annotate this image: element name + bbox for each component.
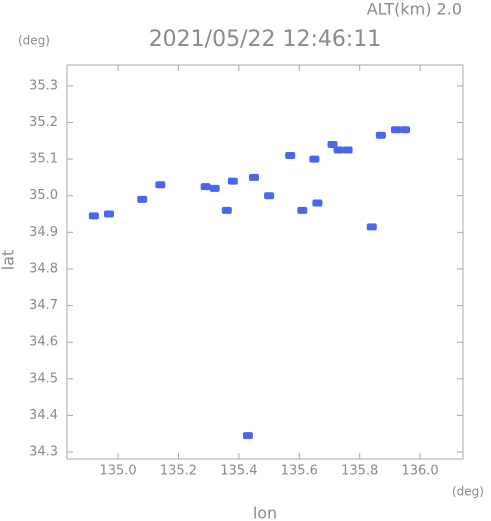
- echo: [400, 126, 411, 134]
- y-tick-label: 34.4: [29, 408, 58, 423]
- y-tick-label: 35.2: [29, 115, 58, 130]
- echo: [103, 210, 114, 218]
- echo: [342, 146, 353, 154]
- chart-title: 2021/05/22 12:46:11: [149, 27, 382, 52]
- echo: [285, 151, 296, 159]
- echo: [209, 184, 220, 192]
- echo: [366, 223, 377, 231]
- y-axis-label: lat: [0, 250, 18, 271]
- echo: [242, 432, 253, 440]
- echo: [88, 212, 99, 220]
- echo: [200, 183, 211, 191]
- x-tick-label: 136.0: [401, 464, 438, 479]
- echo: [248, 173, 259, 181]
- y-tick-label: 34.5: [29, 371, 58, 386]
- echo: [221, 206, 232, 214]
- echo: [137, 195, 148, 203]
- x-tick-label: 135.4: [220, 464, 257, 479]
- y-tick-label: 34.9: [29, 225, 58, 240]
- echo: [333, 146, 344, 154]
- echo: [309, 155, 320, 163]
- echo: [297, 206, 308, 214]
- y-tick-label: 35.3: [29, 78, 58, 93]
- x-tick-label: 135.0: [99, 464, 136, 479]
- y-tick-label: 34.8: [29, 261, 58, 276]
- y-tick-label: 35.0: [29, 188, 58, 203]
- echo: [375, 131, 386, 139]
- echo: [327, 140, 338, 148]
- x-tick-label: 135.6: [281, 464, 318, 479]
- echo: [227, 177, 238, 185]
- x-unit: (deg): [452, 485, 484, 499]
- echo: [390, 126, 401, 134]
- x-tick-label: 135.2: [160, 464, 197, 479]
- y-tick-label: 34.6: [29, 335, 58, 350]
- y-tick-label: 34.7: [29, 298, 58, 313]
- plot-frame: [66, 64, 464, 460]
- chart-subtitle: ALT(km) 2.0: [367, 0, 462, 19]
- y-tick-label: 34.3: [29, 445, 58, 460]
- echo: [312, 199, 323, 207]
- echo: [155, 181, 166, 189]
- x-tick-label: 135.8: [341, 464, 378, 479]
- y-tick-label: 35.1: [29, 152, 58, 167]
- x-axis-label: lon: [253, 504, 277, 521]
- echo: [264, 192, 275, 200]
- y-unit: (deg): [18, 34, 50, 48]
